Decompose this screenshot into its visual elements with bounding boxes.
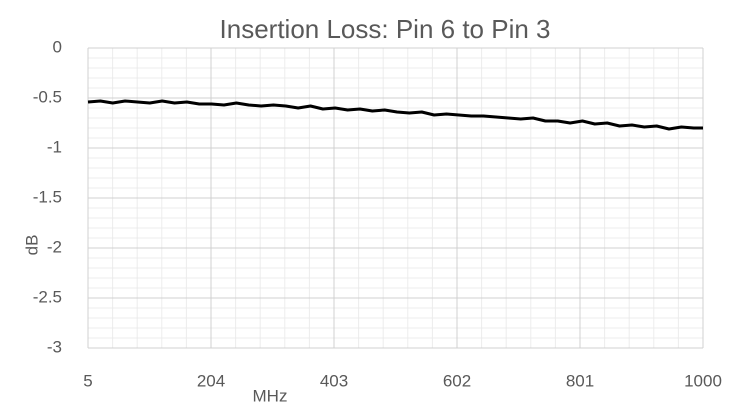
x-tick-label: 801 — [566, 371, 594, 390]
y-tick-label: -2.5 — [33, 287, 62, 306]
y-tick-label: -0.5 — [33, 87, 62, 106]
y-tick-label: -1 — [47, 137, 62, 156]
x-tick-label: 602 — [443, 371, 471, 390]
y-axis-label: dB — [22, 235, 41, 256]
data-line — [87, 99, 703, 131]
x-tick-label: 403 — [320, 371, 348, 390]
y-tick-label: -1.5 — [33, 187, 62, 206]
x-tick-label: 1000 — [684, 371, 722, 390]
x-tick-label: 5 — [83, 371, 92, 390]
y-tick-label: -2 — [47, 237, 62, 256]
y-tick-label: -3 — [47, 337, 62, 356]
chart-title: Insertion Loss: Pin 6 to Pin 3 — [220, 14, 551, 44]
y-tick-label: 0 — [53, 37, 62, 56]
x-tick-label: 204 — [197, 371, 225, 390]
x-axis-label: MHz — [253, 386, 288, 405]
